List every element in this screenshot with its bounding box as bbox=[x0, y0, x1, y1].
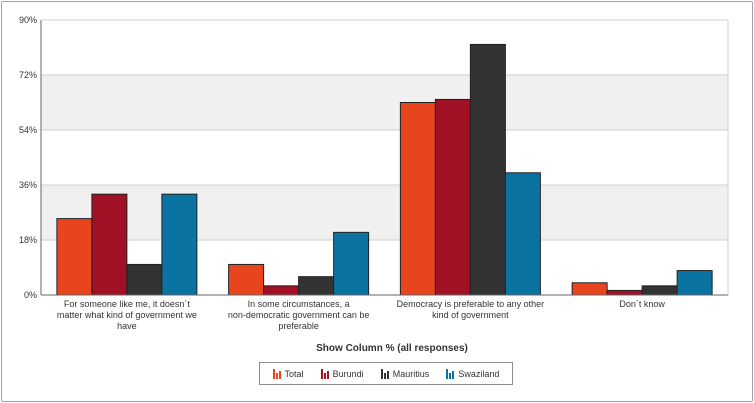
bar-mauritius bbox=[126, 263, 163, 296]
axes bbox=[40, 19, 729, 296]
bar-swaziland bbox=[333, 231, 370, 296]
x-tick-label: Democracy is preferable to any other kind… bbox=[397, 299, 545, 320]
legend-label: Swaziland bbox=[458, 368, 500, 379]
bar-burundi bbox=[91, 193, 128, 296]
bar-chart-icon bbox=[446, 368, 455, 379]
bars bbox=[56, 43, 713, 296]
bar-mauritius bbox=[469, 43, 506, 296]
chart-legend: Total Burundi Mauritius Swaziland bbox=[259, 362, 513, 385]
bar-mauritius bbox=[298, 276, 335, 296]
legend-item-total: Total bbox=[272, 368, 304, 379]
legend-item-burundi: Burundi bbox=[320, 368, 364, 379]
bar-swaziland bbox=[504, 172, 541, 296]
y-tick-label: 18% bbox=[19, 235, 37, 245]
x-tick-label: Don´t know bbox=[619, 299, 665, 309]
y-tick-label: 54% bbox=[19, 125, 37, 135]
x-tick-label: In some circumstances, a non-democratic g… bbox=[228, 299, 370, 331]
y-tick-label: 90% bbox=[19, 15, 37, 25]
bar-chart-icon bbox=[320, 368, 329, 379]
bar-total bbox=[399, 102, 436, 296]
legend-label: Burundi bbox=[332, 368, 364, 379]
bar-total bbox=[56, 218, 93, 296]
legend-item-mauritius: Mauritius bbox=[380, 368, 430, 379]
bar-chart-icon bbox=[272, 368, 281, 379]
x-axis-title: Show Column % (all responses) bbox=[316, 343, 468, 354]
plot-band bbox=[41, 130, 728, 185]
bar-burundi bbox=[606, 289, 643, 296]
y-tick-labels: 0% 18% 36% 54% 72% 90% bbox=[19, 15, 37, 300]
x-tick-labels: For someone like me, it doesn´t matter wh… bbox=[57, 299, 666, 331]
bar-total bbox=[228, 263, 265, 296]
legend-item-swaziland: Swaziland bbox=[446, 368, 500, 379]
bar-burundi bbox=[263, 285, 300, 296]
plot-band bbox=[41, 185, 728, 240]
bar-total bbox=[571, 282, 608, 296]
x-tick-label: For someone like me, it doesn´t matter wh… bbox=[57, 299, 197, 331]
plot-band bbox=[41, 75, 728, 130]
bar-mauritius bbox=[641, 285, 678, 296]
legend-label: Mauritius bbox=[392, 368, 430, 379]
bar-swaziland bbox=[676, 270, 713, 296]
y-tick-label: 36% bbox=[19, 180, 37, 190]
bar-chart-icon bbox=[380, 368, 389, 379]
bar-burundi bbox=[434, 98, 471, 296]
plot-background-bands bbox=[41, 20, 728, 295]
y-tick-label: 0% bbox=[24, 290, 37, 300]
plot-band bbox=[41, 20, 728, 75]
legend-label: Total bbox=[284, 368, 304, 379]
bar-swaziland bbox=[161, 193, 198, 296]
y-tick-label: 72% bbox=[19, 70, 37, 80]
